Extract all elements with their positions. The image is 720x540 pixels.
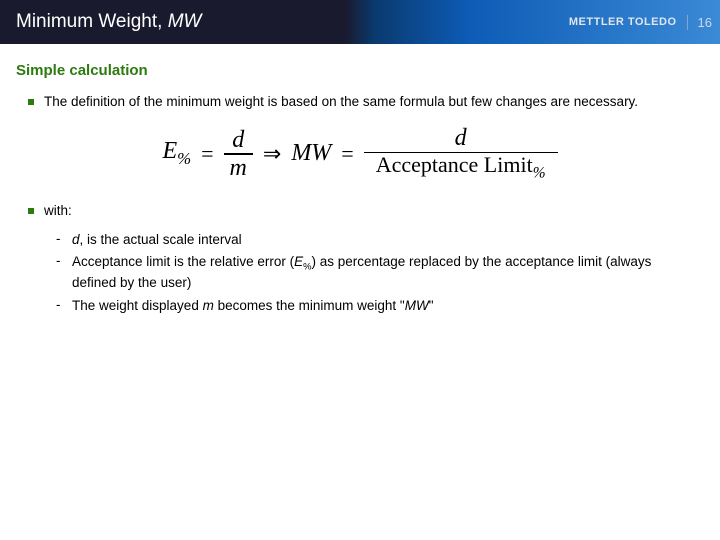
s3-em-MW: MW <box>405 298 429 313</box>
fraction-2: d Acceptance Limit% <box>364 125 558 182</box>
equals-1: = <box>201 141 213 167</box>
sub-bullet-list: - d, is the actual scale interval - Acce… <box>56 231 692 315</box>
sub-item-2: - Acceptance limit is the relative error… <box>56 253 692 293</box>
slide-title: Minimum Weight, MW <box>16 11 201 33</box>
dash-marker: - <box>56 231 66 246</box>
formula-lhs: E% <box>162 138 191 169</box>
brand-logo: METTLER TOLEDO <box>569 16 677 28</box>
s2-em-E: E <box>294 254 303 269</box>
bullet-marker <box>28 208 34 214</box>
s2-pre: Acceptance limit is the relative error ( <box>72 254 294 269</box>
section-subtitle: Simple calculation <box>16 62 720 79</box>
slide-number: 16 <box>687 15 712 30</box>
frac1-den: m <box>224 155 253 181</box>
slide-content: The definition of the minimum weight is … <box>0 93 720 315</box>
s3-mid: becomes the minimum weight " <box>214 298 405 313</box>
title-em: MW <box>168 11 202 32</box>
var-E: E <box>162 138 177 164</box>
slide-header: Minimum Weight, MW METTLER TOLEDO 16 <box>0 0 720 44</box>
bullet-1-text: The definition of the minimum weight is … <box>44 93 638 111</box>
sub-3-text: The weight displayed m becomes the minim… <box>72 297 434 315</box>
fraction-1: d m <box>224 127 253 181</box>
frac2-num: d <box>443 125 479 151</box>
s3-post: " <box>429 298 434 313</box>
s1-em-d: d <box>72 232 80 247</box>
frac2-den-text: Acceptance Limit <box>376 152 533 177</box>
dash-marker: - <box>56 297 66 312</box>
s3-pre: The weight displayed <box>72 298 203 313</box>
sub-2-text: Acceptance limit is the relative error (… <box>72 253 692 293</box>
bullet-marker <box>28 99 34 105</box>
frac2-den-sub: % <box>533 165 546 182</box>
implies-arrow: ⇒ <box>263 141 281 167</box>
frac1-num: d <box>226 127 250 153</box>
dash-marker: - <box>56 253 66 268</box>
bullet-1: The definition of the minimum weight is … <box>28 93 692 111</box>
title-text: Minimum Weight, <box>16 11 168 32</box>
formula-block: E% = d m ⇒ MW = d Acceptance Limit% <box>28 125 692 182</box>
sub-1-text: d, is the actual scale interval <box>72 231 242 249</box>
sub-item-3: - The weight displayed m becomes the min… <box>56 297 692 315</box>
equals-2: = <box>341 141 353 167</box>
sub-percent: % <box>177 149 191 168</box>
s2-sub: % <box>303 262 311 273</box>
header-right: METTLER TOLEDO 16 <box>569 15 712 30</box>
s3-em-m: m <box>203 298 214 313</box>
sub-item-1: - d, is the actual scale interval <box>56 231 692 249</box>
bullet-2: with: <box>28 202 692 220</box>
var-MW: MW <box>291 140 331 167</box>
bullet-2-text: with: <box>44 202 72 220</box>
s1-post: , is the actual scale interval <box>80 232 242 247</box>
frac2-den: Acceptance Limit% <box>364 153 558 182</box>
formula: E% = d m ⇒ MW = d Acceptance Limit% <box>162 125 557 182</box>
